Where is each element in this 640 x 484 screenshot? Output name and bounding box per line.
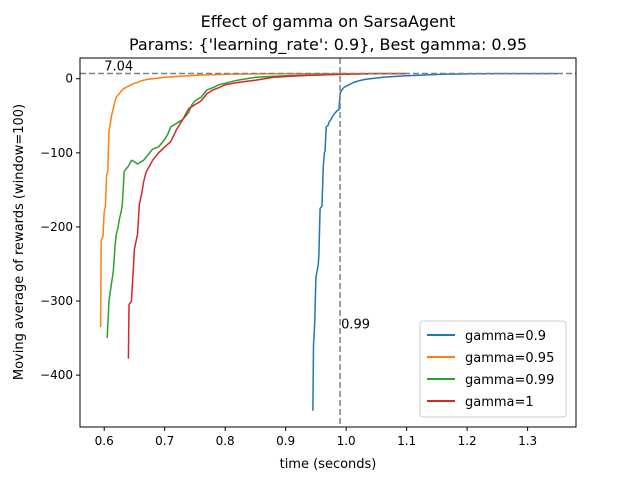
legend-label-0: gamma=0.9	[465, 329, 546, 344]
y-tick-label: −100	[40, 146, 73, 160]
y-tick-label: 0	[65, 72, 73, 86]
series-line-0	[312, 72, 558, 411]
series-line-1	[99, 72, 407, 328]
y-axis: 0 −100 −200 −300 −400	[40, 72, 80, 382]
plot-frame	[79, 57, 577, 428]
y-tick-label: −300	[40, 294, 73, 308]
legend-box	[419, 320, 567, 418]
chart-title: Effect of gamma on SarsaAgent	[201, 12, 456, 31]
x-axis-label: time (seconds)	[280, 457, 377, 472]
x-tick-label: 0.6	[95, 434, 114, 448]
hline-label: 7.04	[104, 60, 133, 75]
y-tick-label: −400	[40, 368, 73, 382]
x-tick-label: 0.9	[276, 434, 295, 448]
x-tick-label: 1.0	[337, 434, 356, 448]
series-line-3	[127, 72, 407, 359]
legend: gamma=0.9 gamma=0.95 gamma=0.99 gamma=1	[419, 320, 567, 418]
series-line-2	[106, 73, 347, 339]
legend-label-3: gamma=1	[465, 395, 534, 410]
reference-lines: 7.04 0.99	[80, 58, 576, 427]
x-tick-label: 0.7	[155, 434, 174, 448]
x-axis: 0.6 0.7 0.8 0.9 1.0 1.1 1.2 1.3	[95, 427, 537, 448]
vline-label: 0.99	[341, 317, 370, 332]
y-tick-label: −200	[40, 220, 73, 234]
legend-label-1: gamma=0.95	[465, 351, 554, 366]
legend-label-2: gamma=0.99	[465, 373, 554, 388]
y-axis-label: Moving average of rewards (window=100)	[12, 104, 27, 380]
x-tick-label: 0.8	[216, 434, 235, 448]
x-tick-label: 1.2	[458, 434, 477, 448]
x-tick-label: 1.1	[397, 434, 416, 448]
plot-lines	[99, 72, 558, 411]
x-tick-label: 1.3	[518, 434, 537, 448]
chart-subtitle: Params: {'learning_rate': 0.9}, Best gam…	[129, 35, 527, 55]
